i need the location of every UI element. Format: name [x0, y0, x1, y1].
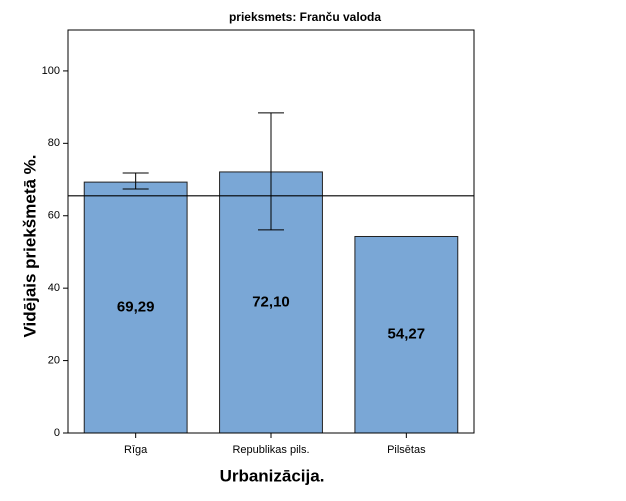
value-label: 69,29: [117, 299, 155, 316]
bar: [354, 235, 459, 434]
y-tick-label: 80: [48, 137, 60, 149]
y-tick-label: 40: [48, 282, 60, 294]
x-tick-label: Pilsētas: [387, 444, 426, 456]
x-tick-label: Republikas pils.: [232, 444, 309, 456]
error-bar: [258, 112, 284, 231]
value-label: 54,27: [388, 326, 426, 343]
y-tick-label: 20: [48, 354, 60, 366]
y-axis-label: Vidējais priekšmetā %.: [20, 154, 39, 337]
value-label: 72,10: [252, 293, 290, 310]
error-bar: [122, 172, 149, 190]
y-tick-label: 60: [48, 210, 60, 222]
y-tick-label: 0: [54, 427, 60, 439]
x-tick-label: Rīga: [124, 444, 148, 456]
y-tick-label: 100: [42, 65, 60, 77]
plot-border: [67, 29, 475, 434]
chart-title: prieksmets: Franču valoda: [229, 10, 381, 24]
x-axis-label: Urbanizācija.: [220, 466, 325, 485]
